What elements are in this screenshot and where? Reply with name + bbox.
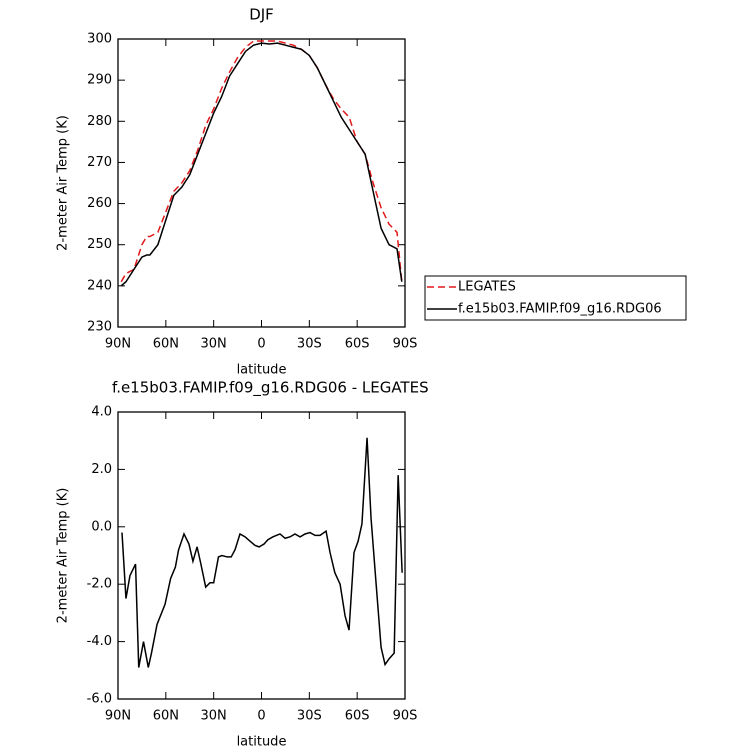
y-tick-label: 2.0 [91, 462, 112, 477]
y-axis-label: 2-meter Air Temp (K) [56, 115, 71, 251]
y-tick-label: 280 [87, 114, 112, 129]
x-tick-label: 0 [257, 337, 265, 352]
y-tick-label: -2.0 [87, 577, 112, 592]
y-tick-label: 240 [87, 278, 112, 293]
x-tick-label: 0 [257, 709, 265, 724]
y-tick-label: 230 [87, 320, 112, 335]
data-line [120, 42, 403, 287]
x-tick-label: 30S [297, 337, 322, 352]
plot-frame [117, 38, 406, 328]
x-tick-label: 90N [105, 709, 131, 724]
x-tick-label: 30N [201, 337, 227, 352]
chart-title: DJF [249, 6, 274, 24]
x-axis-label: latitude [237, 735, 287, 750]
x-tick-label: 60S [345, 709, 370, 724]
legend-label: f.e15b03.FAMIP.f09_g16.RDG06 [458, 302, 662, 317]
data-line [120, 40, 403, 283]
y-tick-label: 4.0 [91, 405, 112, 420]
x-tick-label: 90N [105, 337, 131, 352]
y-tick-label: 0.0 [91, 519, 112, 534]
x-tick-label: 30S [297, 709, 322, 724]
legend-label: LEGATES [458, 280, 516, 295]
y-tick-label: -6.0 [87, 692, 112, 707]
data-line [121, 437, 403, 668]
y-tick-label: -4.0 [87, 634, 112, 649]
x-tick-label: 90S [393, 709, 418, 724]
x-tick-label: 30N [201, 709, 227, 724]
y-tick-label: 300 [87, 32, 112, 47]
chart-title: f.e15b03.FAMIP.f09_g16.RDG06 - LEGATES [112, 379, 429, 398]
x-tick-label: 60N [153, 709, 179, 724]
x-tick-label: 60S [345, 337, 370, 352]
y-tick-label: 270 [87, 155, 112, 170]
plot-frame [117, 411, 406, 700]
y-tick-label: 260 [87, 196, 112, 211]
legend-box [424, 275, 687, 321]
y-axis-label: 2-meter Air Temp (K) [56, 488, 71, 624]
y-tick-label: 250 [87, 237, 112, 252]
x-tick-label: 60N [153, 337, 179, 352]
x-tick-label: 90S [393, 337, 418, 352]
x-axis-label: latitude [237, 363, 287, 378]
y-tick-label: 290 [87, 73, 112, 88]
